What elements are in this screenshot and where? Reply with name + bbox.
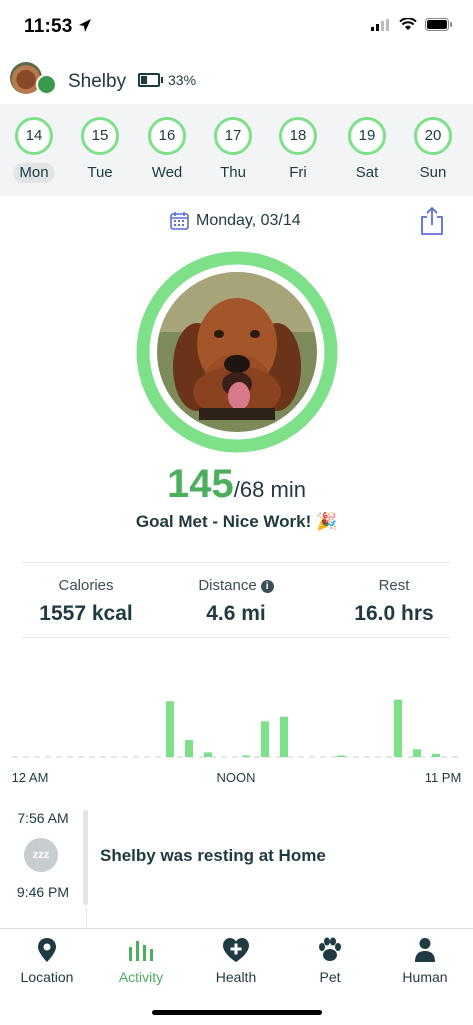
pet-photo <box>157 272 317 432</box>
day-16[interactable]: 16 Wed <box>137 117 197 183</box>
tab-activity[interactable]: Activity <box>94 937 188 985</box>
calories-label: Calories <box>58 577 114 594</box>
share-icon[interactable] <box>420 206 444 236</box>
wifi-icon <box>399 18 417 30</box>
activity-bar <box>394 699 402 757</box>
activity-bar <box>185 739 193 757</box>
tracker-battery-fill <box>141 76 147 84</box>
goal-message: Goal Met - Nice Work! 🎉 <box>135 512 338 531</box>
active-minutes: 145 <box>167 462 234 506</box>
tracker-battery-icon <box>138 73 163 87</box>
selected-date[interactable]: Monday, 03/14 <box>196 212 301 229</box>
activity-bars-icon <box>129 941 153 961</box>
location-pin-icon <box>38 938 56 962</box>
cellular-signal-icon <box>371 18 389 31</box>
distance-label: Distance <box>198 577 257 594</box>
x-tick-label: NOON <box>217 770 256 785</box>
tab-human[interactable]: Human <box>378 937 472 985</box>
day-number: 17 <box>214 117 252 155</box>
distance-value: 4.6 mi <box>206 602 266 625</box>
day-label: Thu <box>220 164 246 181</box>
day-number: 18 <box>279 117 317 155</box>
tab-label: Health <box>215 969 257 985</box>
activity-bar <box>166 701 174 757</box>
activity-bar <box>204 752 212 757</box>
day-label: Fri <box>289 164 307 181</box>
distance-stat: Distance i 4.6 mi <box>166 577 306 626</box>
timeline-end-time: 9:46 PM <box>16 884 70 900</box>
goal-progress-ring <box>136 251 338 453</box>
person-icon <box>415 938 435 962</box>
stats-row: Calories 1557 kcal Distance i 4.6 mi Rest… <box>22 562 450 638</box>
pet-name[interactable]: Shelby <box>68 71 127 92</box>
day-14[interactable]: 14 Mon <box>4 117 64 183</box>
day-15[interactable]: 15 Tue <box>70 117 130 183</box>
tab-label: Location <box>20 969 74 985</box>
activity-bar <box>280 716 288 757</box>
day-label: Wed <box>151 164 183 181</box>
goal-target: /68 min <box>233 477 306 502</box>
status-time: 11:53 <box>24 16 73 37</box>
info-icon[interactable]: i <box>260 580 274 593</box>
tab-pet[interactable]: Pet <box>283 937 377 985</box>
day-label: Tue <box>87 164 113 181</box>
health-heart-icon <box>223 938 249 962</box>
day-number: 19 <box>348 117 386 155</box>
goal-summary: 145/68 min <box>0 462 473 507</box>
timeline-event[interactable]: Shelby was resting at Home <box>100 846 326 865</box>
day-number: 16 <box>148 117 186 155</box>
day-number: 14 <box>15 117 53 155</box>
timeline-start-time: 7:56 AM <box>17 810 69 826</box>
tab-label: Pet <box>319 969 341 985</box>
timeline-bar <box>83 810 88 905</box>
day-label: Sun <box>419 164 447 181</box>
connected-wifi-icon <box>36 74 57 95</box>
activity-bar <box>337 755 345 757</box>
rest-value: 16.0 hrs <box>354 602 434 625</box>
activity-bar <box>413 749 421 757</box>
activity-chart[interactable]: 12 AM NOON 11 PM <box>0 670 473 790</box>
sleep-icon: zzz <box>24 838 58 872</box>
week-selector: 14 Mon 15 Tue 16 Wed 17 Thu 18 Fri 19 Sa… <box>0 104 473 196</box>
paw-icon <box>319 937 341 961</box>
pet-header: Shelby 33% <box>0 56 473 105</box>
day-label: Mon <box>13 163 55 183</box>
day-20[interactable]: 20 Sun <box>403 117 463 183</box>
x-tick-label: 12 AM <box>12 770 49 785</box>
location-arrow-icon <box>79 19 91 32</box>
phone-battery-icon <box>425 18 452 31</box>
home-indicator <box>152 1010 322 1015</box>
activity-bar <box>242 755 250 757</box>
calories-stat: Calories 1557 kcal <box>16 577 156 626</box>
x-tick-label: 11 PM <box>425 770 462 785</box>
day-number: 15 <box>81 117 119 155</box>
rest-stat: Rest 16.0 hrs <box>324 577 464 626</box>
day-19[interactable]: 19 Sat <box>337 117 397 183</box>
tab-location[interactable]: Location <box>0 937 94 985</box>
tab-label: Activity <box>118 969 164 985</box>
date-row: Monday, 03/14 <box>0 206 473 236</box>
status-icons <box>371 18 453 31</box>
tracker-battery-percent: 33% <box>168 72 197 88</box>
calendar-icon[interactable] <box>170 211 189 230</box>
day-number: 20 <box>414 117 452 155</box>
status-bar: 11:53 <box>0 0 473 56</box>
activity-bar <box>261 721 269 757</box>
activity-timeline: 7:56 AM zzz 9:46 PM Shelby was resting a… <box>0 798 473 928</box>
rest-label: Rest <box>378 577 410 594</box>
timeline-line <box>86 908 87 928</box>
tab-label: Human <box>402 969 448 985</box>
tab-bar: Location Activity Health Pet <box>0 928 473 1025</box>
calories-value: 1557 kcal <box>39 602 133 625</box>
tab-health[interactable]: Health <box>189 937 283 985</box>
activity-bar <box>432 753 440 757</box>
day-18[interactable]: 18 Fri <box>268 117 328 183</box>
day-17[interactable]: 17 Thu <box>203 117 263 183</box>
day-label: Sat <box>355 164 379 181</box>
